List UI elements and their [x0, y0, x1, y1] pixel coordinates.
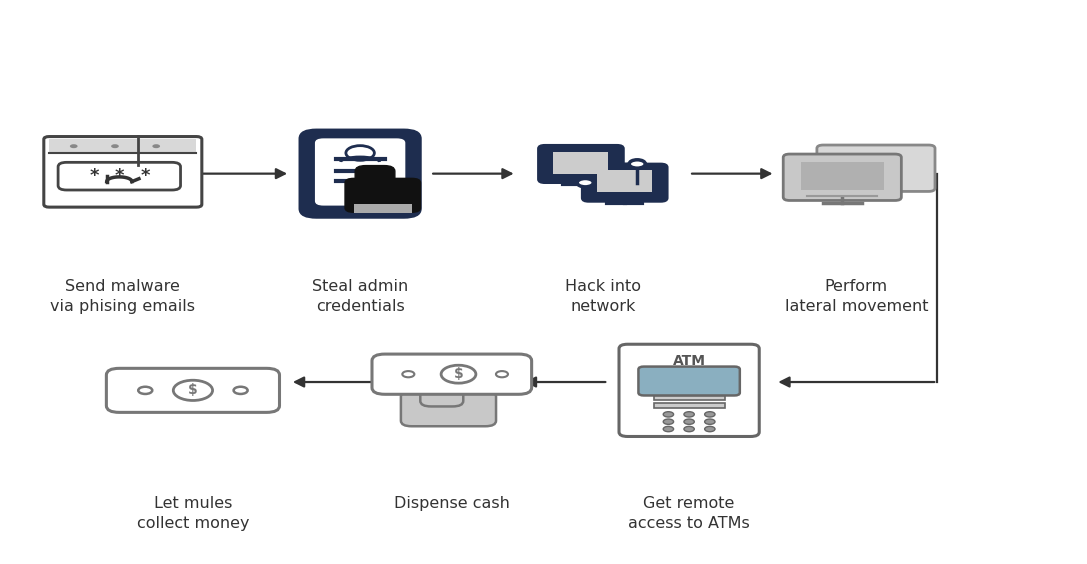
Circle shape	[138, 387, 152, 394]
Bar	[353, 205, 412, 213]
Circle shape	[663, 412, 674, 417]
FancyBboxPatch shape	[43, 136, 202, 207]
Circle shape	[684, 412, 695, 417]
FancyBboxPatch shape	[638, 367, 740, 395]
Bar	[49, 139, 197, 153]
Circle shape	[173, 380, 213, 400]
Text: *: *	[114, 167, 124, 185]
FancyBboxPatch shape	[817, 145, 935, 191]
Circle shape	[441, 365, 476, 383]
Circle shape	[346, 146, 374, 160]
Text: Let mules
collect money: Let mules collect money	[137, 496, 249, 531]
Circle shape	[111, 144, 118, 148]
Circle shape	[684, 426, 695, 431]
FancyBboxPatch shape	[300, 130, 420, 217]
Circle shape	[70, 144, 77, 148]
Circle shape	[234, 387, 248, 394]
Circle shape	[577, 178, 594, 187]
FancyBboxPatch shape	[345, 178, 421, 212]
Bar	[801, 162, 884, 190]
Text: ATM: ATM	[673, 354, 705, 368]
FancyBboxPatch shape	[58, 162, 180, 190]
Text: Hack into
network: Hack into network	[565, 279, 641, 314]
Text: Steal admin
credentials: Steal admin credentials	[312, 279, 409, 314]
Text: $: $	[188, 384, 198, 398]
Text: Get remote
access to ATMs: Get remote access to ATMs	[628, 496, 750, 531]
Circle shape	[152, 144, 160, 148]
FancyBboxPatch shape	[619, 344, 759, 437]
FancyBboxPatch shape	[583, 164, 667, 201]
Circle shape	[704, 412, 715, 417]
Bar	[597, 170, 652, 192]
Circle shape	[663, 419, 674, 424]
Circle shape	[704, 426, 715, 431]
Circle shape	[402, 371, 414, 377]
Text: *: *	[90, 167, 100, 185]
Bar	[653, 403, 725, 408]
FancyBboxPatch shape	[401, 391, 496, 426]
Text: *: *	[140, 167, 150, 185]
Bar	[653, 395, 725, 400]
FancyBboxPatch shape	[372, 354, 532, 394]
Text: Dispense cash: Dispense cash	[393, 496, 510, 511]
Circle shape	[629, 160, 646, 168]
FancyBboxPatch shape	[421, 376, 463, 407]
Circle shape	[704, 419, 715, 424]
FancyBboxPatch shape	[107, 368, 279, 412]
Text: Send malware
via phising emails: Send malware via phising emails	[50, 279, 196, 314]
FancyBboxPatch shape	[538, 146, 623, 183]
Bar	[553, 152, 609, 174]
Text: $: $	[453, 367, 463, 381]
FancyBboxPatch shape	[784, 154, 901, 200]
Circle shape	[496, 371, 508, 377]
Circle shape	[684, 419, 695, 424]
Circle shape	[663, 426, 674, 431]
FancyBboxPatch shape	[355, 166, 395, 195]
Text: Perform
lateral movement: Perform lateral movement	[785, 279, 928, 314]
FancyBboxPatch shape	[315, 138, 405, 206]
